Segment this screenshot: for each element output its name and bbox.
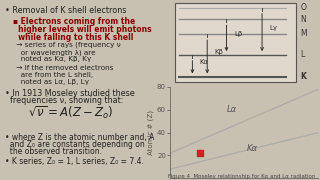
Text: Lβ: Lβ (234, 31, 242, 37)
Text: O: O (300, 3, 307, 12)
Text: while falling to this K shell: while falling to this K shell (5, 33, 133, 42)
Text: Kα: Kα (200, 59, 209, 65)
Text: • In 1913 Moseley studied these: • In 1913 Moseley studied these (5, 89, 135, 98)
Text: M: M (300, 29, 307, 38)
Text: and Z₀ are constants depending on: and Z₀ are constants depending on (5, 140, 145, 149)
Y-axis label: Atomic # (Z): Atomic # (Z) (148, 110, 154, 155)
Text: • where Z is the atomic number and, A: • where Z is the atomic number and, A (5, 133, 154, 142)
Text: → series of rays (frequency ν: → series of rays (frequency ν (5, 42, 120, 48)
Point (197, 152, 202, 155)
Text: higher levels will emit photons: higher levels will emit photons (5, 25, 151, 34)
Text: • Removal of K shell electrons: • Removal of K shell electrons (5, 6, 126, 15)
Text: Lγ: Lγ (269, 25, 277, 31)
Text: Lα: Lα (227, 105, 236, 114)
Text: are from the L shell,: are from the L shell, (5, 72, 93, 78)
Text: K: K (300, 72, 307, 81)
Text: → If the removed electrons: → If the removed electrons (5, 65, 113, 71)
Text: $\sqrt{\nu} = A(Z - Z_o)$: $\sqrt{\nu} = A(Z - Z_o)$ (28, 105, 113, 122)
Text: the observed transition.: the observed transition. (5, 147, 102, 156)
Text: noted as Kα, Kβ, Kγ: noted as Kα, Kβ, Kγ (5, 56, 91, 62)
Text: N: N (300, 15, 306, 24)
Text: ▪ Electrons coming from the: ▪ Electrons coming from the (5, 17, 135, 26)
Text: frequencies ν, showing that:: frequencies ν, showing that: (5, 96, 123, 105)
Text: Kβ: Kβ (215, 49, 223, 55)
Text: L: L (300, 50, 305, 59)
Text: Figure 4  Moseley relationship for Kα and Lα radiation: Figure 4 Moseley relationship for Kα and… (168, 174, 316, 179)
Text: • K series, Z₀ = 1, L series, Z₀ = 7.4.: • K series, Z₀ = 1, L series, Z₀ = 7.4. (5, 157, 144, 166)
Text: Kα: Kα (247, 144, 258, 153)
Text: noted as Lα, Lβ, Lγ: noted as Lα, Lβ, Lγ (5, 79, 89, 85)
Bar (175, 3, 296, 82)
Text: or wavelength λ) are: or wavelength λ) are (5, 49, 95, 56)
